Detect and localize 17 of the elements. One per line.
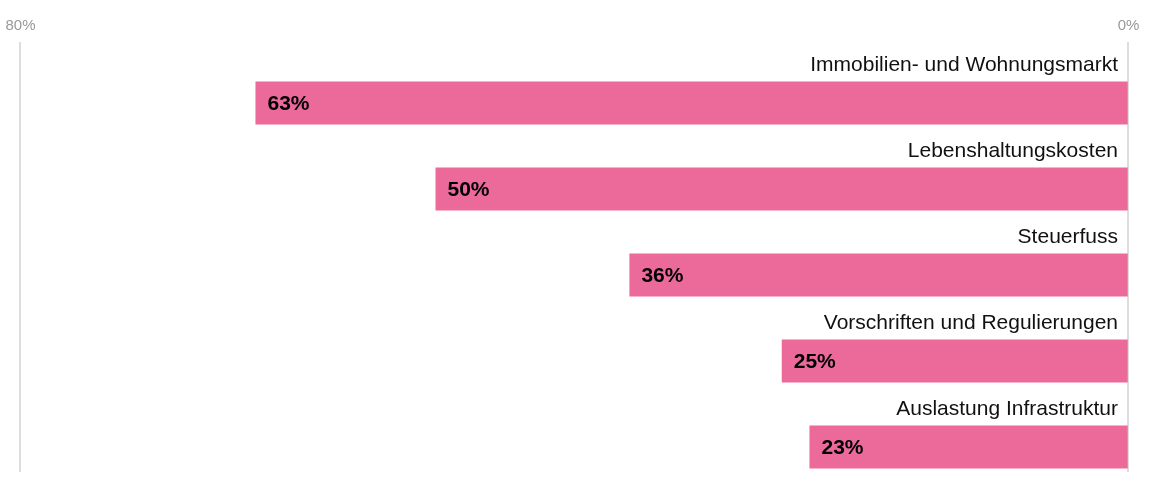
bar: [435, 167, 1128, 211]
data-label: 25%: [793, 349, 837, 372]
bar: [809, 425, 1128, 469]
data-label: 23%: [821, 435, 864, 458]
y-tick-label: Immobilien- und Wohnungsmarkt: [810, 52, 1119, 75]
bar: [781, 339, 1128, 383]
y-tick-label: Lebenshaltungskosten: [907, 138, 1118, 161]
bar: [255, 81, 1128, 125]
y-tick-label: Vorschriften und Regulierungen: [823, 310, 1118, 333]
x-tick-label: 80%: [5, 15, 36, 33]
data-label: 36%: [641, 263, 684, 286]
x-tick-label: 0%: [1117, 15, 1140, 33]
data-label: 63%: [267, 91, 310, 114]
bar: [629, 253, 1128, 297]
y-tick-label: Steuerfuss: [1017, 224, 1118, 247]
y-tick-label: Auslastung Infrastruktur: [896, 396, 1118, 419]
data-label: 50%: [447, 177, 490, 200]
